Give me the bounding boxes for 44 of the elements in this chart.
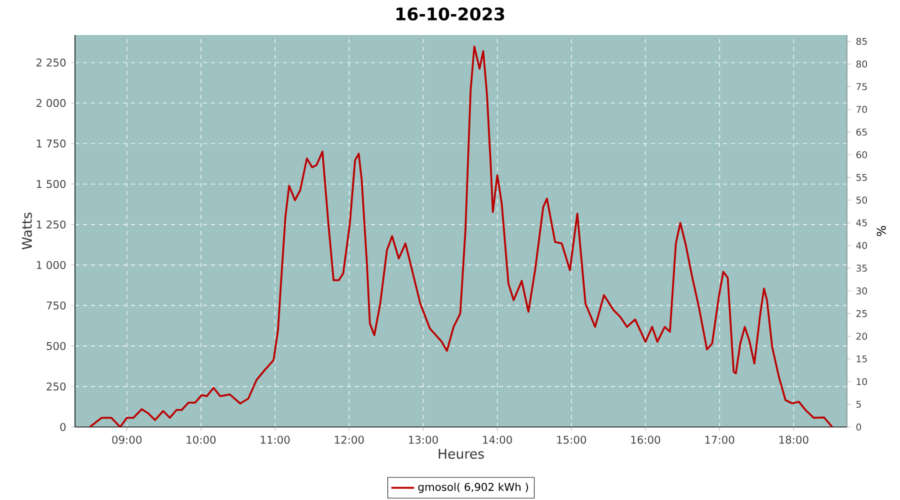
- y2-tick-label: 5: [856, 400, 861, 408]
- y-tick-label: 2 000: [36, 98, 66, 108]
- line-series: [88, 46, 834, 427]
- y2-tick-label: 65: [856, 128, 867, 136]
- y2-tick-label: 0: [856, 423, 862, 431]
- y2-tick-label: 85: [856, 38, 867, 45]
- x-tick-label: 13:00: [409, 436, 438, 444]
- y-tick-label: 1 000: [36, 260, 66, 270]
- y-axis-title: Watts: [22, 212, 32, 250]
- y2-tick-label: 20: [856, 332, 867, 340]
- y2-tick-label: 40: [856, 242, 867, 250]
- y-tick-label: 750: [46, 301, 66, 310]
- x-tick-label: 18:00: [779, 436, 808, 444]
- y2-tick-label: 60: [856, 151, 867, 158]
- y2-tick-label: 55: [856, 174, 867, 181]
- x-tick-label: 10:00: [186, 436, 216, 444]
- y-tick-label: 1 750: [36, 139, 66, 148]
- y-tick-label: 0: [60, 422, 66, 432]
- y2-tick-label: 50: [856, 196, 867, 204]
- x-tick-label: 11:00: [260, 436, 290, 444]
- x-tick-label: 15:00: [557, 436, 586, 444]
- x-tick-label: 16:00: [631, 436, 660, 444]
- y2-tick-label: 15: [856, 355, 867, 362]
- x-axis-title: Heures: [438, 448, 484, 459]
- legend-label: gmosol( 6,902 kWh ): [418, 482, 528, 494]
- y-tick-label: 250: [46, 382, 66, 391]
- x-tick-label: 12:00: [334, 436, 364, 444]
- y2-axis-title: %: [876, 226, 886, 236]
- y-tick-label: 500: [46, 342, 66, 350]
- y-tick-label: 1 250: [36, 220, 66, 229]
- y2-tick-label: 25: [856, 310, 867, 318]
- y2-tick-label: 75: [856, 83, 867, 90]
- y2-tick-label: 30: [856, 287, 867, 294]
- y2-tick-label: 70: [856, 106, 867, 113]
- y-tick-label: 1 500: [36, 180, 66, 188]
- x-tick-label: 14:00: [483, 436, 512, 444]
- y-tick-label: 2 250: [36, 58, 66, 67]
- chart-title: 16-10-2023: [396, 7, 504, 21]
- y2-tick-label: 80: [856, 60, 867, 68]
- x-tick-label: 17:00: [705, 436, 734, 444]
- x-tick-label: 09:00: [112, 436, 142, 444]
- y2-tick-label: 10: [856, 378, 867, 386]
- y2-tick-label: 45: [856, 219, 867, 226]
- y2-tick-label: 35: [856, 264, 867, 272]
